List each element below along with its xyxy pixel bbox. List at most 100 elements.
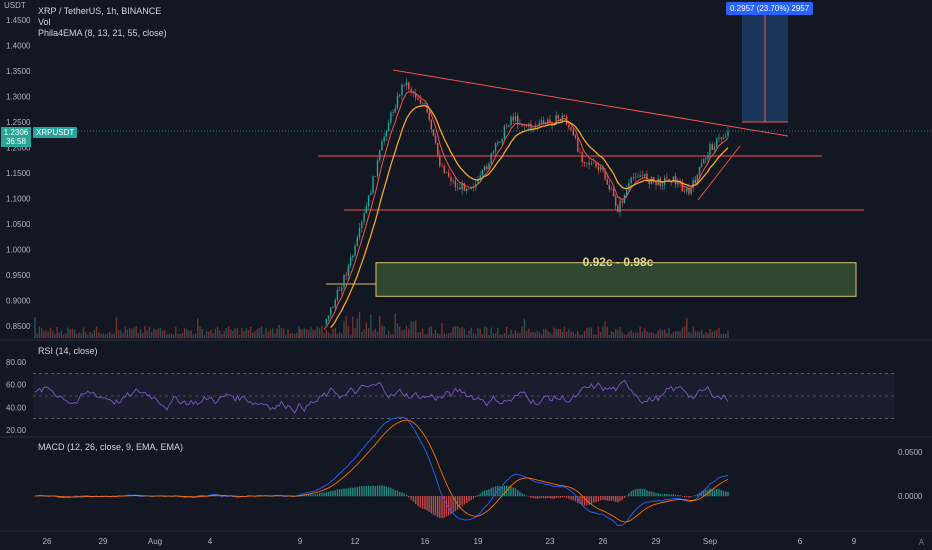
volume-bar [62,334,65,338]
volume-bar [363,329,365,338]
candle [461,183,463,190]
volume-bar [60,330,63,338]
macd-histogram-bar [674,494,677,497]
time-tick-label: 26 [43,537,52,546]
macd-histogram-bar [456,496,459,510]
volume-bar [610,331,613,338]
candle [716,138,718,147]
volume-bar [646,331,648,338]
macd-histogram-bar [593,496,595,503]
candle [621,200,623,203]
volume-bar [408,328,410,338]
volume-bar [619,327,621,338]
macd-histogram-bar [512,487,514,497]
rising-trendline [697,145,741,201]
macd-pane-label[interactable]: MACD (12, 26, close, 9, EMA, EMA) [38,442,184,452]
macd-histogram-bar [595,496,597,502]
volume-label[interactable]: Vol [38,17,51,27]
volume-bar [155,329,157,338]
candle [720,137,722,140]
volume-bar [703,334,705,338]
candle [510,116,512,126]
volume-bar [686,317,688,338]
candle [688,188,690,194]
macd-histogram-bar [713,489,716,497]
volume-bar [291,333,294,338]
macd-histogram-bar [488,489,490,497]
volume-bar [177,333,179,338]
macd-histogram-bar [352,487,354,497]
volume-bar [599,332,602,338]
macd-line [34,416,729,526]
macd-histogram-bar [694,495,696,497]
macd-histogram-bar [711,488,713,497]
volume-bar [419,331,422,338]
candle [338,290,341,291]
volume-bar [670,333,672,338]
volume-bar [479,329,481,338]
volume-bar [441,323,443,338]
volume-bar [263,334,265,338]
measure-tool-label[interactable]: 0.2957 (23.70%) 2957 [726,2,814,15]
macd-histogram-bar [709,488,711,497]
price-tick-label: 1.3500 [6,67,31,76]
candle [465,188,468,191]
candle [648,181,650,184]
volume-bar [260,326,263,338]
volume-bar [574,333,577,338]
candle [512,116,514,121]
candle [593,162,595,164]
macd-histogram-bar [547,496,549,499]
volume-bar [221,334,223,338]
candle [514,115,517,121]
volume-bar [349,334,352,338]
volume-bar [51,330,54,338]
auto-scale-button[interactable]: A [918,538,924,547]
volume-bar [117,330,120,338]
volume-bar [40,328,43,338]
volume-bar [392,334,394,338]
ema-indicator-label[interactable]: Phila4EMA (8, 13, 21, 55, close) [38,28,167,38]
volume-bar [267,331,269,338]
candle [383,136,385,142]
candle [614,196,617,206]
volume-bar [137,332,140,338]
candle [345,275,347,276]
macd-histogram-bar [381,485,383,497]
volume-bar [269,329,272,338]
volume-bar [139,329,142,338]
candle [668,178,670,182]
symbol-title[interactable]: XRP / TetherUS, 1h, BINANCE [38,6,162,16]
volume-bar [296,332,298,338]
macd-histogram-bar [490,487,492,497]
macd-histogram-bar [305,494,308,497]
macd-histogram-bar [450,496,452,515]
rsi-pane-label[interactable]: RSI (14, close) [38,346,98,356]
volume-bar [696,331,699,338]
volume-bar [280,327,283,338]
volume-bar [312,330,314,338]
volume-bar [705,331,707,338]
candle [692,179,694,188]
macd-histogram-bar [722,490,725,497]
macd-histogram-bar [336,489,339,497]
symbol-price-tag: XRPUSDT [33,127,78,138]
macd-histogram-bar [459,496,461,509]
price-tick-label: 1.1000 [6,195,31,204]
candle [428,112,430,120]
candle [334,299,336,308]
time-tick-label: 23 [546,537,555,546]
volume-bar [713,330,716,338]
volume-bar [394,313,396,338]
volume-bar [327,332,330,338]
volume-bar [508,334,510,338]
volume-bar [383,326,385,338]
volume-bar [477,328,479,338]
volume-bar [265,327,267,338]
macd-histogram-bar [390,487,392,497]
volume-bar [254,330,256,338]
macd-histogram-bar [67,496,69,497]
macd-histogram-bar [334,490,336,497]
volume-bar [692,326,694,338]
